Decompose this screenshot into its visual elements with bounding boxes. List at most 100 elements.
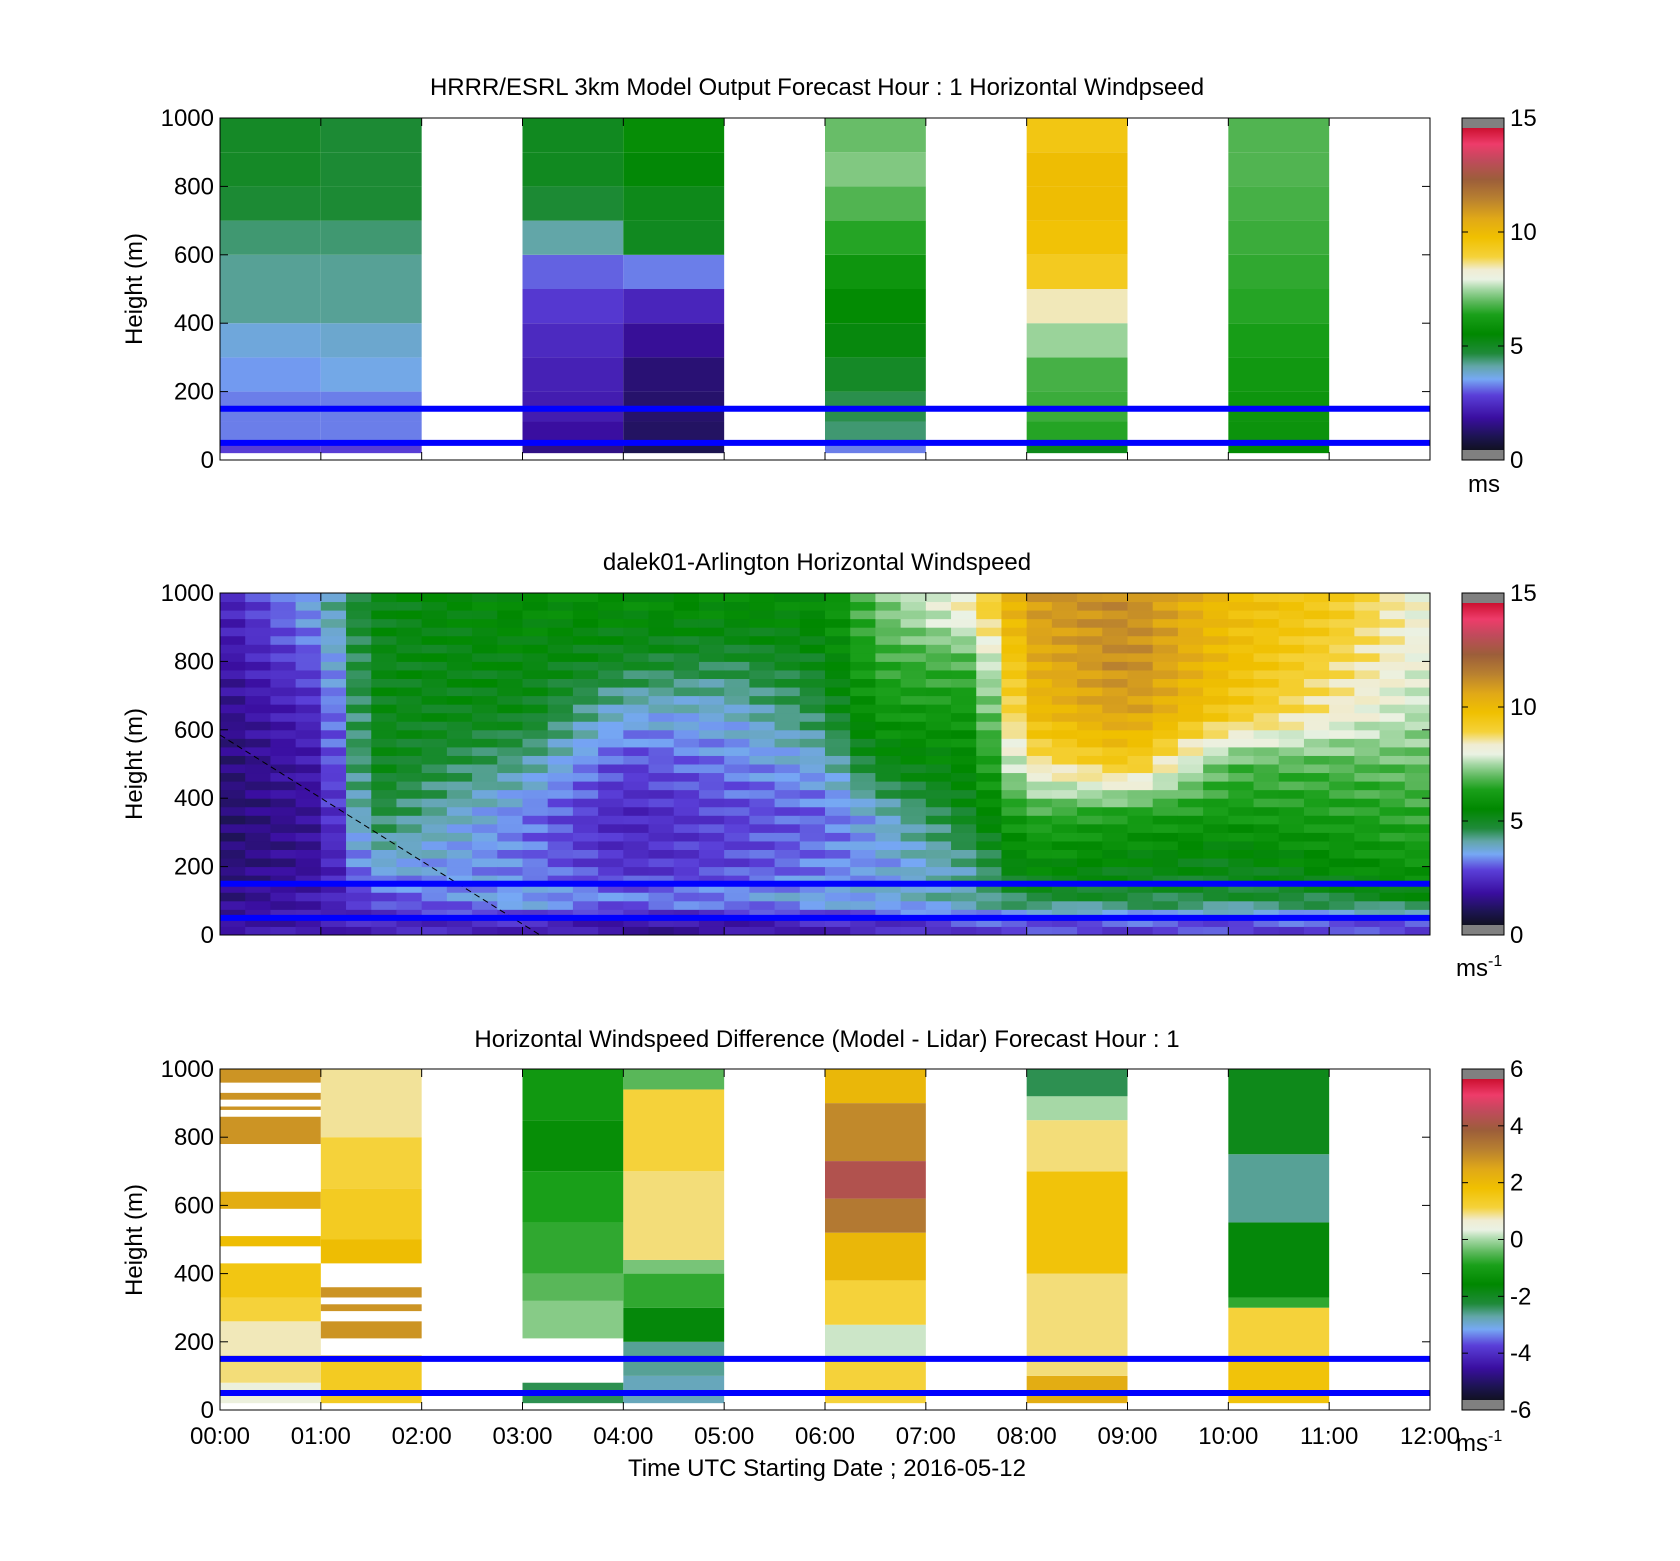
heatmap-cell [245, 644, 271, 654]
heatmap-cell [421, 815, 448, 825]
heatmap-cell [1329, 704, 1355, 714]
heatmap-cell [825, 789, 851, 799]
heatmap-cell [1102, 858, 1128, 868]
heatmap-cell [270, 781, 297, 791]
heatmap-cell [346, 815, 372, 825]
heatmap-cell [1203, 652, 1229, 662]
heatmap-cell [572, 687, 599, 697]
heatmap-cell [623, 849, 650, 859]
heatmap-cell [396, 849, 423, 859]
heatmap-cell [371, 764, 397, 774]
heatmap-cell [623, 118, 725, 153]
heatmap-cell [724, 789, 750, 799]
heatmap-cell [698, 610, 725, 620]
heatmap-cell [925, 618, 952, 628]
heatmap-cell [1051, 798, 1078, 808]
heatmap-cell [623, 152, 725, 187]
heatmap-cell [547, 644, 574, 654]
heatmap-cell [724, 738, 750, 748]
heatmap-cell [951, 627, 977, 637]
heatmap-cell [396, 704, 423, 714]
heatmap-cell [1127, 772, 1154, 782]
heatmap-cell [421, 883, 448, 893]
heatmap-cell [825, 704, 851, 714]
heatmap-cell [421, 798, 448, 808]
heatmap-cell [522, 442, 624, 454]
heatmap-cell [774, 729, 801, 739]
heatmap-cell [522, 118, 624, 153]
heatmap-cell [220, 866, 246, 876]
heatmap-cell [421, 917, 448, 927]
heatmap-cell [673, 883, 700, 893]
heatmap-cell [825, 764, 851, 774]
heatmap-cell [446, 669, 473, 679]
x-tick-label: 10:00 [1198, 1423, 1258, 1450]
heatmap-cell [1228, 610, 1255, 620]
heatmap-cell [396, 875, 423, 885]
heatmap-cell [446, 601, 473, 611]
heatmap-cell [1001, 772, 1028, 782]
heatmap-cell [522, 357, 624, 392]
heatmap-cell [371, 909, 397, 919]
heatmap-cell [724, 704, 750, 714]
heatmap-cell [320, 721, 347, 731]
heatmap-cell [1329, 883, 1355, 893]
heatmap-cell [1077, 909, 1103, 919]
heatmap-cell [1303, 627, 1330, 637]
heatmap-cell [270, 858, 297, 868]
heatmap-cell [547, 883, 574, 893]
heatmap-cell [875, 635, 902, 645]
heatmap-cell [472, 678, 498, 688]
heatmap-cell [446, 866, 473, 876]
heatmap-cell [724, 917, 750, 927]
heatmap-cell [547, 678, 574, 688]
heatmap-cell [497, 687, 523, 697]
heatmap-cell [1203, 755, 1229, 765]
heatmap-cell [1404, 926, 1431, 936]
heatmap-cell [295, 635, 322, 645]
heatmap-cell [825, 421, 926, 443]
heatmap-cell [1001, 883, 1028, 893]
heatmap-cell [396, 840, 423, 850]
heatmap-cell [572, 644, 599, 654]
heatmap-cell [346, 781, 372, 791]
heatmap-cell [1354, 601, 1381, 611]
heatmap-cell [1001, 858, 1028, 868]
heatmap-cell [825, 926, 851, 936]
heatmap-cell [648, 875, 675, 885]
heatmap-cell [497, 840, 523, 850]
heatmap-cell [799, 798, 826, 808]
heatmap-cell [1001, 729, 1028, 739]
heatmap-cell [825, 746, 851, 756]
heatmap-cell [799, 610, 826, 620]
heatmap-cell [875, 746, 902, 756]
heatmap-cell [572, 618, 599, 628]
heatmap-cell [572, 704, 599, 714]
heatmap-cell [1026, 917, 1053, 927]
heatmap-cell [1177, 610, 1204, 620]
heatmap-cell [572, 755, 599, 765]
heatmap-cell [1203, 875, 1229, 885]
heatmap-cell [572, 883, 599, 893]
heatmap-cell [1228, 772, 1255, 782]
heatmap-cell [648, 678, 675, 688]
heatmap-cell [1152, 652, 1179, 662]
heatmap-cell [1379, 755, 1406, 765]
heatmap-cell [1278, 627, 1305, 637]
heatmap-cell [547, 866, 574, 876]
heatmap-cell [1404, 840, 1431, 850]
heatmap-cell [1203, 909, 1229, 919]
heatmap-cell [295, 644, 322, 654]
heatmap-cell [346, 687, 372, 697]
heatmap-cell [1228, 1069, 1330, 1155]
heatmap-cell [648, 849, 675, 859]
heatmap-cell [446, 618, 473, 628]
heatmap-cell [749, 806, 776, 816]
heatmap-cell [976, 661, 1002, 671]
heatmap-cell [698, 823, 725, 833]
heatmap-cell [951, 798, 977, 808]
heatmap-cell [1303, 610, 1330, 620]
heatmap-cell [396, 610, 423, 620]
heatmap-cell [1379, 669, 1406, 679]
